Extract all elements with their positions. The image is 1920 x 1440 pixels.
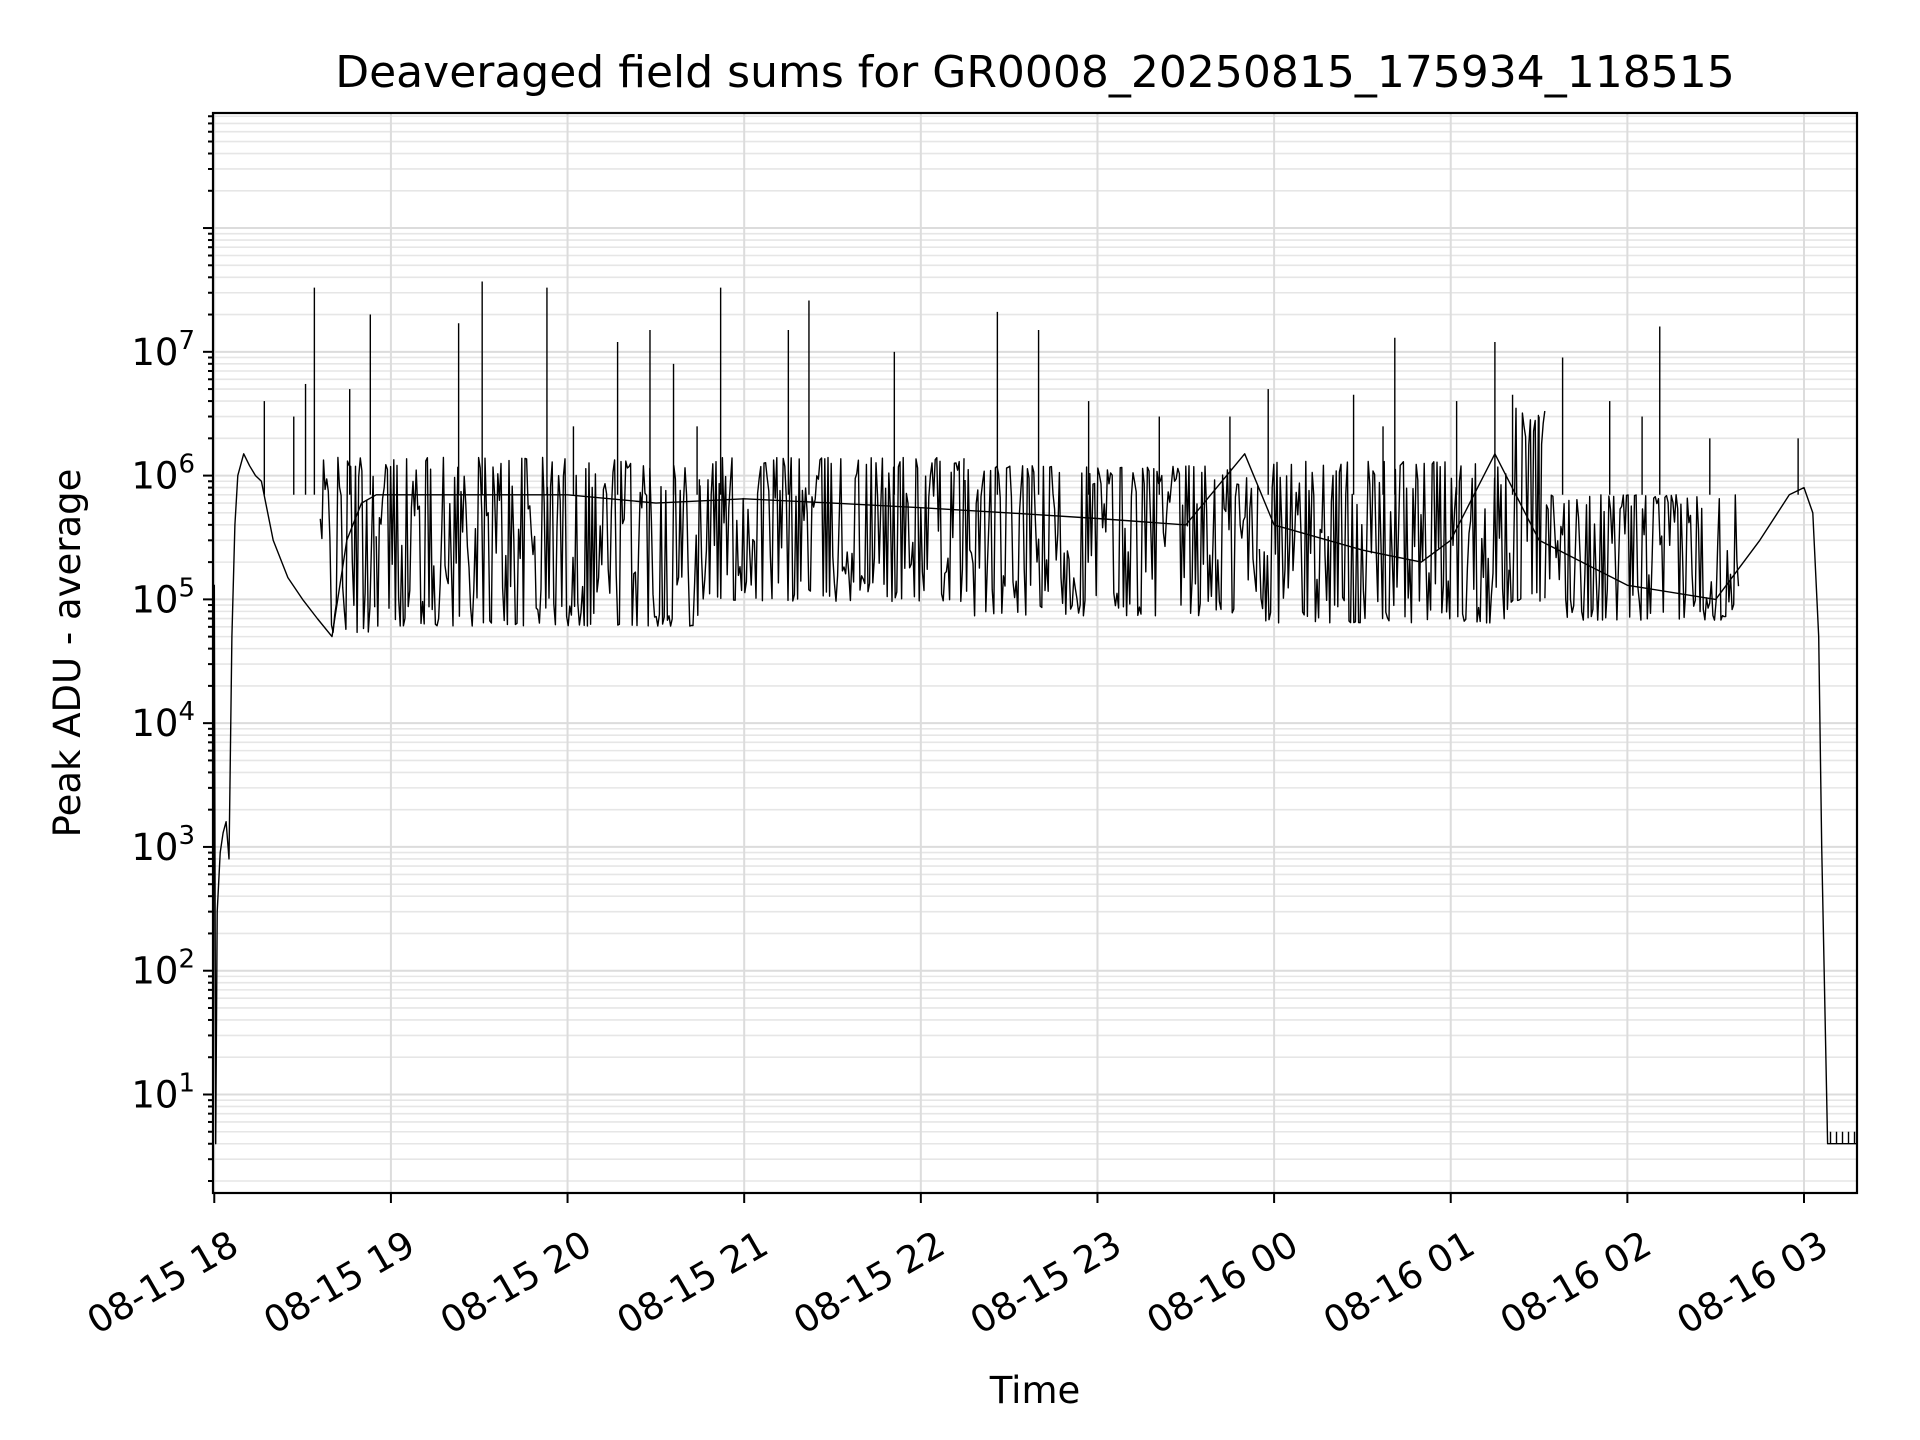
noise-segment [964, 465, 1259, 617]
plot-area [212, 281, 1857, 1182]
x-axis-label: Time [989, 1369, 1081, 1412]
chart-title: Deaveraged field sums for GR0008_2025081… [335, 47, 1735, 98]
grid [213, 113, 1857, 1193]
noise-segment [319, 456, 376, 634]
y-tick-label: 106 [131, 450, 195, 498]
y-tick-label: 102 [131, 945, 195, 993]
y-axis-label: Peak ADU - average [46, 469, 89, 838]
series-line [212, 453, 1857, 1182]
noise-segment [699, 456, 965, 603]
noise-segment [1544, 494, 1740, 621]
plot-frame [211, 111, 1859, 1195]
y-tick-label: 101 [131, 1068, 195, 1116]
y-tick-label: 107 [131, 326, 195, 374]
y-tick-label: 105 [131, 573, 195, 621]
noise-segment [375, 456, 701, 627]
y-tick-label: 103 [131, 821, 195, 869]
y-tick-label: 104 [131, 697, 195, 745]
noise-segment [1258, 460, 1510, 624]
